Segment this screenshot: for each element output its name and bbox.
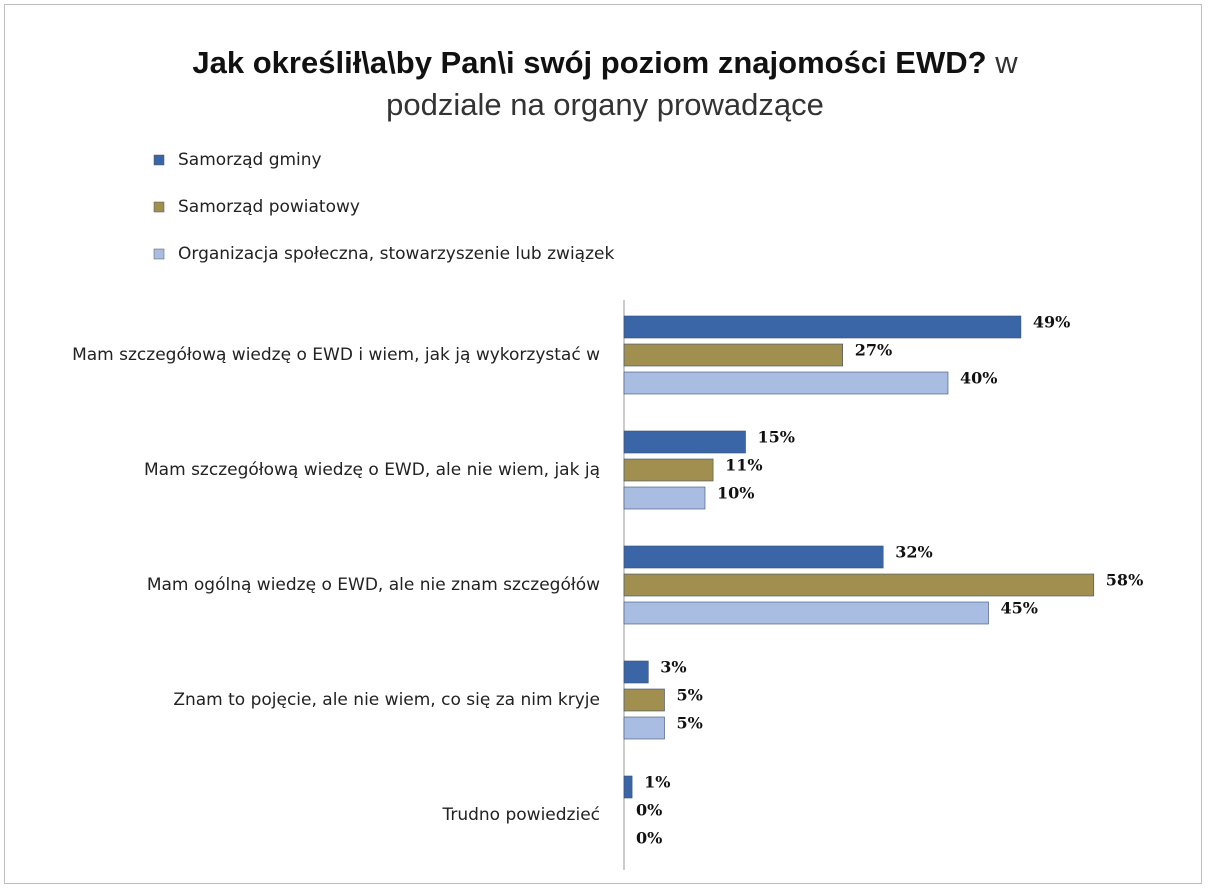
bar — [623, 775, 633, 799]
bar — [623, 573, 1095, 597]
value-label: 58% — [1106, 571, 1143, 590]
bar — [623, 315, 1022, 339]
chart-subtitle: w podziale na organy prowadzące — [386, 45, 1018, 122]
category-label: Mam szczegółową wiedzę o EWD, ale nie wi… — [144, 460, 600, 480]
value-label: 3% — [660, 658, 686, 677]
category-label: Znam to pojęcie, ale nie wiem, co się za… — [173, 690, 600, 710]
value-label: 27% — [855, 341, 892, 360]
bar — [623, 545, 884, 569]
chart-title: Jak określił\a\by Pan\i swój poziom znaj… — [192, 45, 987, 80]
value-label: 0% — [636, 829, 662, 848]
legend-swatch — [153, 154, 165, 166]
value-label: 49% — [1033, 313, 1070, 332]
bar — [623, 486, 706, 510]
legend-label: Organizacja społeczna, stowarzyszenie lu… — [178, 244, 614, 264]
bar — [623, 430, 746, 454]
category-label: Mam szczegółową wiedzę o EWD i wiem, jak… — [72, 345, 600, 365]
value-label: 5% — [677, 714, 703, 733]
legend-label: Samorząd gminy — [178, 150, 322, 170]
legend-swatch — [153, 201, 165, 213]
value-label: 1% — [644, 773, 670, 792]
value-label: 5% — [677, 686, 703, 705]
bar — [623, 716, 665, 740]
chart-title-block: Jak określił\a\by Pan\i swój poziom znaj… — [150, 42, 1060, 126]
bar — [623, 601, 989, 625]
bar — [623, 458, 714, 482]
value-label: 32% — [895, 543, 932, 562]
value-label: 11% — [725, 456, 762, 475]
category-label: Mam ogólną wiedzę o EWD, ale nie znam sz… — [146, 575, 600, 595]
bar — [623, 371, 949, 395]
bar — [623, 343, 843, 367]
value-label: 15% — [758, 428, 795, 447]
bar — [623, 688, 665, 712]
value-label: 40% — [960, 369, 997, 388]
value-label: 0% — [636, 801, 662, 820]
value-label: 10% — [717, 484, 754, 503]
legend-label: Samorząd powiatowy — [178, 197, 360, 217]
chart-frame — [4, 4, 1202, 884]
category-label: Trudno powiedzieć — [442, 805, 600, 825]
legend-swatch — [153, 248, 165, 260]
value-label: 45% — [1001, 599, 1038, 618]
bar — [623, 660, 649, 684]
